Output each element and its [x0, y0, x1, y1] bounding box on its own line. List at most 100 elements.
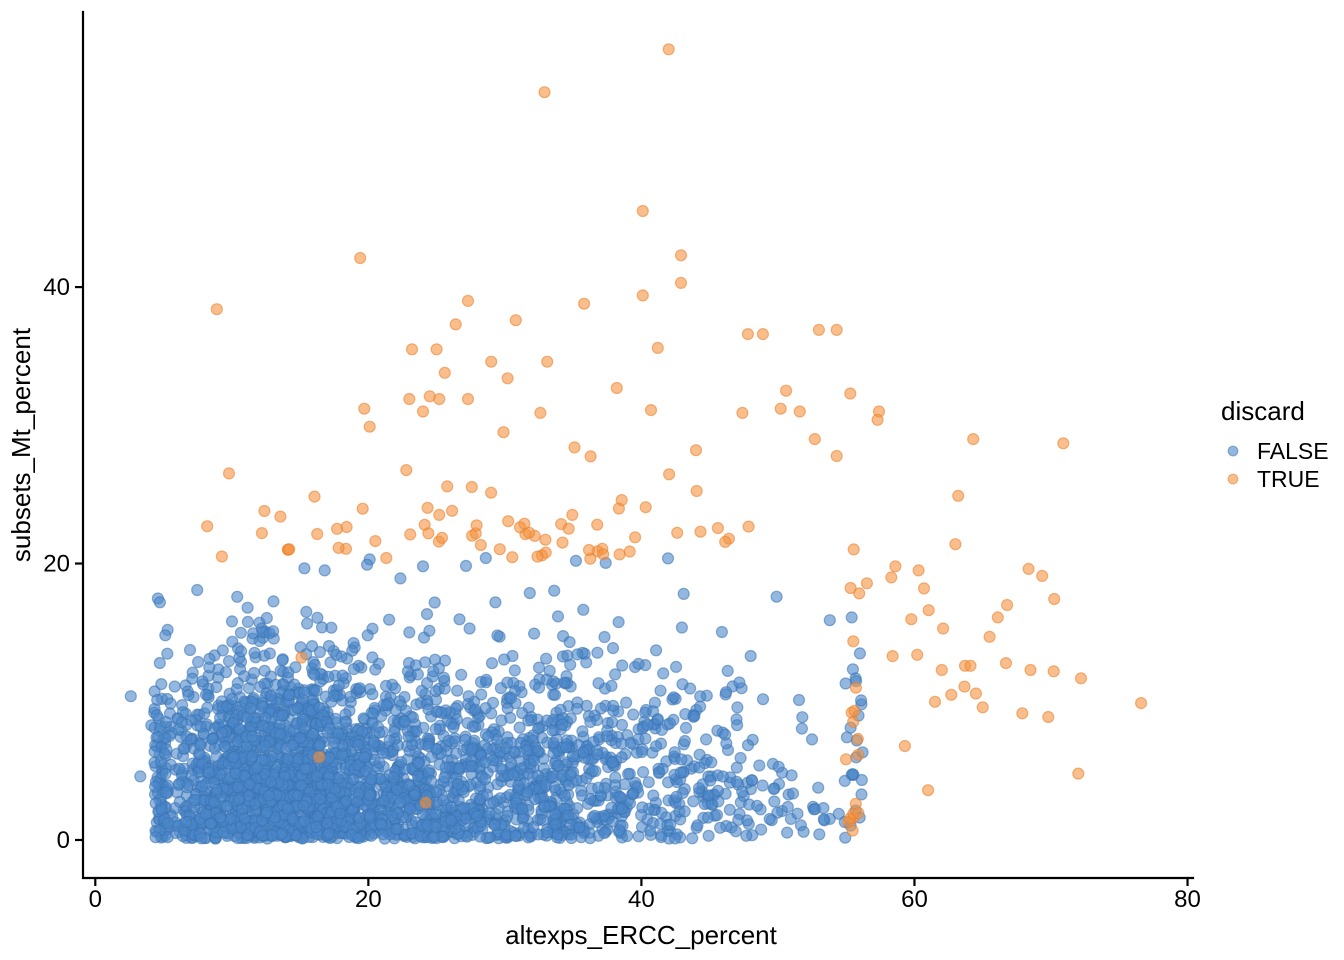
- data-point: [502, 515, 515, 528]
- data-point: [531, 722, 545, 735]
- data-point: [204, 817, 217, 830]
- data-point: [554, 703, 567, 716]
- data-point: [368, 736, 381, 749]
- data-point: [639, 501, 652, 514]
- data-point: [1042, 710, 1055, 724]
- data-point: [847, 635, 860, 648]
- data-point: [383, 613, 396, 626]
- data-point: [606, 716, 619, 729]
- data-point: [310, 820, 323, 834]
- data-point: [366, 688, 379, 701]
- data-point: [636, 204, 649, 218]
- data-point: [845, 611, 858, 624]
- data-point: [509, 314, 522, 327]
- data-point: [336, 669, 349, 682]
- data-point: [702, 829, 715, 842]
- data-point: [591, 518, 604, 531]
- data-point: [327, 689, 341, 703]
- data-point: [159, 629, 172, 642]
- data-point: [420, 607, 434, 621]
- data-point: [161, 817, 174, 830]
- data-point: [591, 748, 604, 761]
- data-point: [361, 558, 374, 571]
- data-point: [770, 590, 783, 603]
- data-point: [736, 406, 749, 419]
- data-point: [921, 784, 935, 797]
- data-point: [513, 721, 526, 734]
- data-point: [387, 771, 400, 784]
- data-point: [693, 700, 707, 713]
- x-axis-tick-label: 80: [1174, 886, 1201, 913]
- data-point: [740, 814, 754, 827]
- data-point: [855, 788, 868, 801]
- data-point: [649, 644, 663, 657]
- data-point: [1074, 672, 1088, 685]
- data-point: [546, 724, 559, 737]
- data-point: [661, 552, 675, 565]
- data-point: [218, 740, 231, 753]
- data-point: [817, 801, 830, 815]
- data-point: [532, 661, 546, 674]
- data-point: [416, 405, 430, 418]
- data-point: [885, 571, 898, 584]
- data-point: [571, 801, 584, 815]
- data-point: [848, 704, 861, 718]
- data-point: [886, 649, 899, 663]
- data-point: [917, 582, 931, 595]
- data-point: [433, 508, 446, 522]
- data-point: [796, 711, 809, 724]
- data-point: [379, 679, 393, 692]
- data-point: [644, 404, 658, 417]
- data-point: [241, 615, 254, 629]
- data-point: [501, 676, 514, 689]
- data-point: [522, 714, 535, 727]
- data-point: [615, 802, 629, 815]
- data-point: [311, 527, 324, 541]
- data-point: [1036, 569, 1049, 583]
- data-point: [785, 769, 798, 782]
- data-point: [540, 714, 554, 727]
- data-point: [177, 742, 190, 755]
- data-point: [854, 694, 868, 707]
- data-point: [568, 441, 581, 454]
- data-point: [626, 788, 639, 801]
- data-point: [185, 769, 198, 782]
- data-point: [449, 735, 462, 748]
- data-point: [356, 502, 369, 515]
- data-point: [705, 756, 718, 769]
- data-point: [241, 828, 254, 842]
- data-point: [621, 767, 635, 781]
- data-point: [741, 328, 755, 341]
- data-point: [258, 767, 271, 781]
- data-point: [1000, 598, 1014, 612]
- data-point: [558, 789, 571, 802]
- data-point: [313, 739, 326, 752]
- data-point: [219, 666, 233, 679]
- data-point: [847, 543, 860, 556]
- data-point: [260, 806, 273, 819]
- data-point: [231, 590, 244, 603]
- data-point: [767, 782, 780, 796]
- data-point: [453, 613, 466, 626]
- data-point: [580, 771, 593, 785]
- data-point: [263, 647, 276, 660]
- data-point: [283, 543, 296, 556]
- data-point: [149, 780, 162, 793]
- data-point: [242, 789, 256, 803]
- data-point: [235, 645, 248, 658]
- data-point: [365, 829, 378, 842]
- data-point: [742, 520, 755, 533]
- data-point: [911, 648, 924, 661]
- data-point: [153, 596, 166, 609]
- data-point: [730, 761, 743, 774]
- legend-item-false: FALSE: [1227, 438, 1329, 464]
- data-point: [756, 693, 770, 706]
- data-point: [889, 560, 902, 573]
- data-point: [445, 801, 458, 814]
- data-point: [358, 402, 371, 415]
- data-point: [433, 392, 446, 406]
- data-point: [363, 789, 376, 802]
- data-point: [429, 820, 442, 833]
- data-point: [148, 745, 161, 758]
- data-point: [475, 688, 488, 701]
